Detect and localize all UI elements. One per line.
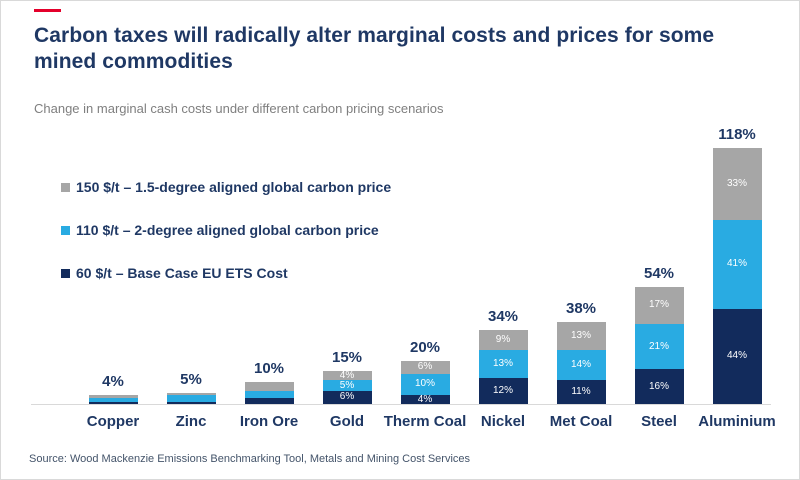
legend-item: 150 $/t – 1.5-degree aligned global carb…: [61, 179, 391, 195]
bar-stack: 6% 10% 4%: [400, 360, 450, 405]
bar-column: 15% 4% 5% 6%: [307, 349, 387, 404]
segment-value-label: 12%: [492, 384, 513, 396]
segment-value-label: 11%: [571, 386, 591, 398]
bar-segment: [166, 395, 216, 402]
chart-subtitle: Change in marginal cash costs under diff…: [34, 101, 444, 116]
legend-swatch-icon: [61, 268, 70, 278]
bar-total-label: 34%: [487, 308, 519, 326]
legend-label: 60 $/t – Base Case EU ETS Cost: [76, 265, 288, 281]
bar-total-label: 20%: [409, 338, 441, 356]
bar-total-label: 38%: [565, 299, 597, 317]
bar-segment: 4%: [322, 369, 372, 381]
bar-stack: [166, 393, 216, 404]
bar-segment: 4%: [400, 393, 450, 405]
chart-title: Carbon taxes will radically alter margin…: [34, 24, 715, 74]
bar-segment: [244, 397, 294, 404]
segment-value-label: 21%: [648, 340, 669, 352]
legend-item: 60 $/t – Base Case EU ETS Cost: [61, 265, 391, 281]
bar-total-label: 15%: [331, 349, 363, 367]
category-label: Met Coal: [549, 413, 613, 430]
segment-value-label: 4%: [417, 393, 433, 405]
bar-column: 4%: [73, 373, 153, 404]
segment-value-label: 4%: [339, 369, 355, 381]
bar-segment: 5%: [322, 379, 372, 391]
bar-segment: 6%: [322, 390, 372, 404]
bar-stack: 17% 21% 16%: [634, 286, 684, 404]
bar-segment: 10%: [400, 373, 450, 396]
bar-segment: 12%: [478, 377, 528, 404]
legend: 150 $/t – 1.5-degree aligned global carb…: [61, 179, 391, 308]
bar-stack: 4% 5% 6%: [322, 369, 372, 404]
category-label: Steel: [641, 413, 677, 430]
bar-total-label: 4%: [102, 373, 124, 391]
bar-total-label: 118%: [718, 125, 756, 143]
x-axis-baseline: [31, 404, 771, 405]
bar-segment: 14%: [556, 349, 606, 381]
segment-value-label: 16%: [648, 380, 669, 392]
bar-stack: 13% 14% 11%: [556, 321, 606, 404]
segment-value-label: 14%: [570, 358, 591, 370]
category-label: Nickel: [480, 413, 526, 430]
category-label: Zinc: [175, 413, 207, 430]
segment-value-label: 41%: [726, 258, 747, 270]
bar-segment: 44%: [712, 308, 762, 404]
bar-stack: 9% 13% 12%: [478, 330, 528, 404]
segment-value-label: 10%: [414, 378, 435, 390]
bar-segment: 21%: [634, 323, 684, 370]
segment-value-label: 9%: [495, 334, 511, 345]
bar-segment: [88, 397, 138, 402]
bar-segment: 17%: [634, 286, 684, 324]
legend-swatch-icon: [61, 225, 70, 235]
bar-segment: 16%: [634, 369, 684, 404]
bar-segment: [166, 393, 216, 396]
category-label: Aluminium: [698, 413, 776, 430]
segment-value-label: 17%: [648, 299, 669, 311]
segment-value-label: 6%: [339, 391, 355, 403]
source-note: Source: Wood Mackenzie Emissions Benchma…: [29, 453, 471, 465]
bar-segment: [244, 382, 294, 391]
bar-segment: [166, 401, 216, 404]
category-label: Gold: [329, 413, 365, 430]
bar-stack: [244, 382, 294, 404]
bar-segment: 41%: [712, 219, 762, 309]
legend-item: 110 $/t – 2-degree aligned global carbon…: [61, 222, 391, 238]
bar-segment: [88, 401, 138, 404]
bar-total-label: 54%: [643, 264, 675, 282]
bar-column: 5%: [151, 371, 231, 404]
category-label: Iron Ore: [239, 413, 299, 430]
bar-segment: 13%: [556, 321, 606, 350]
bar-column: 38% 13% 14% 11%: [541, 300, 621, 404]
brand-accent-dash: [34, 9, 61, 12]
bar-column: 34% 9% 13% 12%: [463, 308, 543, 404]
bar-segment: 11%: [556, 380, 606, 404]
segment-value-label: 13%: [570, 329, 591, 341]
bar-stack: [88, 395, 138, 404]
legend-swatch-icon: [61, 182, 70, 192]
bar-stack: 33% 41% 44%: [712, 147, 762, 404]
segment-value-label: 44%: [726, 350, 747, 362]
bar-column: 118% 33% 41% 44%: [697, 126, 777, 404]
bar-total-label: 5%: [180, 371, 202, 389]
bar-total-label: 10%: [253, 360, 285, 378]
category-label: Therm Coal: [383, 413, 467, 430]
segment-value-label: 13%: [492, 357, 513, 369]
bar-segment: 9%: [478, 330, 528, 350]
segment-value-label: 6%: [417, 361, 433, 373]
category-label: Copper: [86, 413, 140, 430]
bar-segment: [244, 391, 294, 398]
legend-label: 150 $/t – 1.5-degree aligned global carb…: [76, 179, 392, 195]
bar-segment: 33%: [712, 147, 762, 220]
bar-column: 54% 17% 21% 16%: [619, 265, 699, 404]
bar-column: 10%: [229, 360, 309, 404]
bar-segment: [88, 395, 138, 398]
bar-column: 20% 6% 10% 4%: [385, 339, 465, 404]
legend-label: 110 $/t – 2-degree aligned global carbon…: [76, 222, 379, 238]
segment-value-label: 5%: [339, 379, 355, 391]
bar-segment: 6%: [400, 360, 450, 374]
bar-segment: 13%: [478, 349, 528, 378]
segment-value-label: 33%: [726, 177, 747, 189]
